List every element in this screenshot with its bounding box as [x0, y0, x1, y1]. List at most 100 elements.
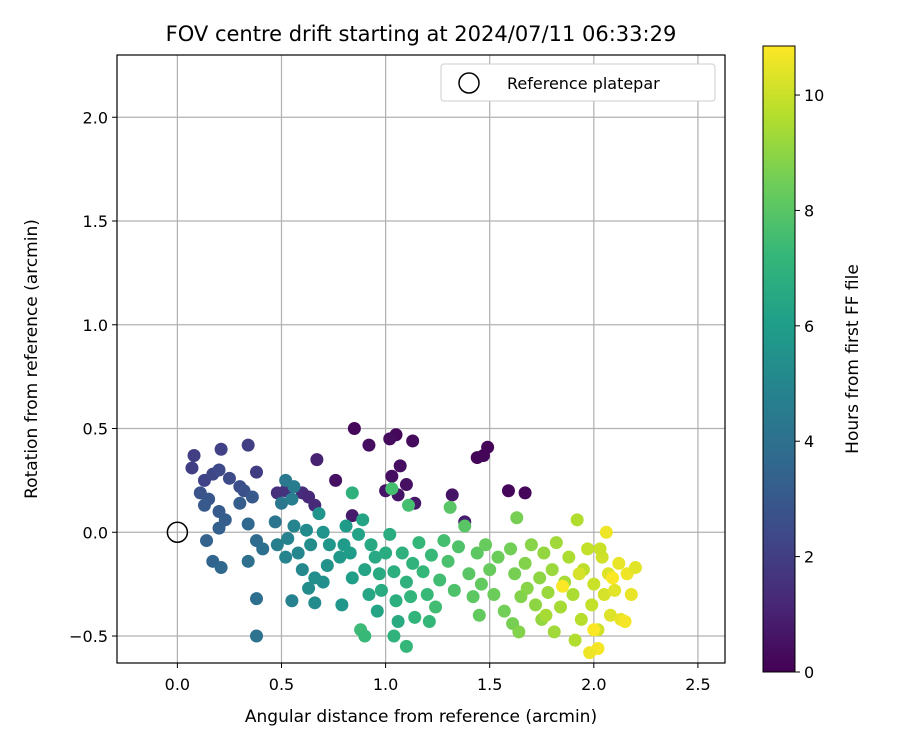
data-point	[497, 604, 511, 618]
data-point	[187, 448, 201, 462]
data-point	[389, 594, 403, 608]
data-point	[302, 581, 316, 595]
x-axis-label: Angular distance from reference (arcmin)	[245, 707, 597, 727]
data-point	[374, 583, 388, 597]
data-point	[295, 563, 309, 577]
data-point	[212, 463, 226, 477]
data-point	[214, 442, 228, 456]
data-point	[312, 507, 326, 521]
x-tick-label: 2.5	[685, 675, 710, 694]
colorbar-tick-label: 6	[804, 317, 814, 336]
data-point	[562, 550, 576, 564]
data-point	[391, 614, 405, 628]
data-point	[287, 480, 301, 494]
data-point	[383, 432, 397, 446]
data-point	[458, 519, 472, 533]
data-point	[474, 577, 488, 591]
data-point	[487, 588, 501, 602]
data-point	[212, 521, 226, 535]
data-point	[356, 513, 370, 527]
data-point	[339, 519, 353, 533]
data-point	[441, 554, 455, 568]
legend-marker	[458, 72, 480, 94]
colorbar-tick-label: 2	[804, 548, 814, 567]
data-point	[437, 534, 451, 548]
legend-entry-label: Reference platepar	[507, 74, 660, 93]
colorbar: 0 2 4 6 8 10 Hours from first FF file	[762, 45, 863, 682]
data-point	[358, 629, 372, 643]
data-point	[433, 573, 447, 587]
data-point	[570, 513, 584, 527]
data-point	[537, 546, 551, 560]
y-axis-ticks: −0.5 0.0 0.5 1.0 1.5 2.0	[69, 108, 117, 646]
x-tick-label: 0.5	[269, 675, 294, 694]
data-point	[372, 567, 386, 581]
data-point	[364, 538, 378, 552]
data-point	[241, 517, 255, 531]
data-point	[483, 563, 497, 577]
data-point	[320, 558, 334, 572]
data-point	[345, 486, 359, 500]
data-point	[624, 588, 638, 602]
data-point	[491, 550, 505, 564]
colorbar-tick-label: 4	[804, 432, 814, 451]
y-axis-label: Rotation from reference (arcmin)	[22, 219, 42, 499]
data-point	[385, 469, 399, 483]
data-point	[270, 538, 284, 552]
data-point	[197, 498, 211, 512]
data-point	[362, 438, 376, 452]
data-point	[574, 612, 588, 626]
data-point	[385, 482, 399, 496]
data-point	[304, 538, 318, 552]
data-point	[395, 546, 409, 560]
colorbar-tick-label: 0	[804, 663, 814, 682]
data-point	[587, 577, 601, 591]
y-tick-label: −0.5	[69, 627, 108, 646]
data-point	[520, 581, 534, 595]
data-point	[329, 473, 343, 487]
data-point	[279, 550, 293, 564]
data-point	[628, 561, 642, 575]
data-point	[406, 434, 420, 448]
data-point	[347, 422, 361, 436]
data-point	[541, 585, 555, 599]
data-point	[585, 598, 599, 612]
colorbar-tick-label: 8	[804, 201, 814, 220]
data-point	[358, 563, 372, 577]
data-point	[518, 486, 532, 500]
data-point	[299, 523, 313, 537]
data-point	[322, 538, 336, 552]
data-point	[399, 575, 413, 589]
data-point	[406, 556, 420, 570]
data-point	[222, 471, 236, 485]
data-point	[285, 594, 299, 608]
data-point	[593, 542, 607, 556]
data-point	[387, 629, 401, 643]
x-axis-ticks: 0.0 0.5 1.0 1.5 2.0 2.5	[165, 663, 711, 694]
y-tick-label: 0.0	[83, 523, 108, 542]
data-points	[185, 422, 642, 660]
data-point	[412, 536, 426, 550]
colorbar-ticks: 0 2 4 6 8 10	[795, 86, 824, 682]
data-point	[572, 567, 586, 581]
data-point	[362, 588, 376, 602]
data-point	[214, 561, 228, 575]
data-point	[510, 511, 524, 525]
data-point	[333, 550, 347, 564]
data-point	[429, 600, 443, 614]
data-point	[383, 527, 397, 541]
data-point	[445, 488, 459, 502]
x-tick-label: 1.0	[373, 675, 398, 694]
data-point	[250, 465, 264, 479]
data-point	[547, 625, 561, 639]
y-tick-label: 2.0	[83, 108, 108, 127]
data-point	[545, 563, 559, 577]
data-point	[268, 515, 282, 529]
data-point	[501, 484, 515, 498]
grid-lines	[117, 55, 725, 663]
x-tick-label: 2.0	[581, 675, 606, 694]
data-point	[408, 610, 422, 624]
data-point	[447, 583, 461, 597]
data-point	[587, 623, 601, 637]
data-point	[399, 639, 413, 653]
